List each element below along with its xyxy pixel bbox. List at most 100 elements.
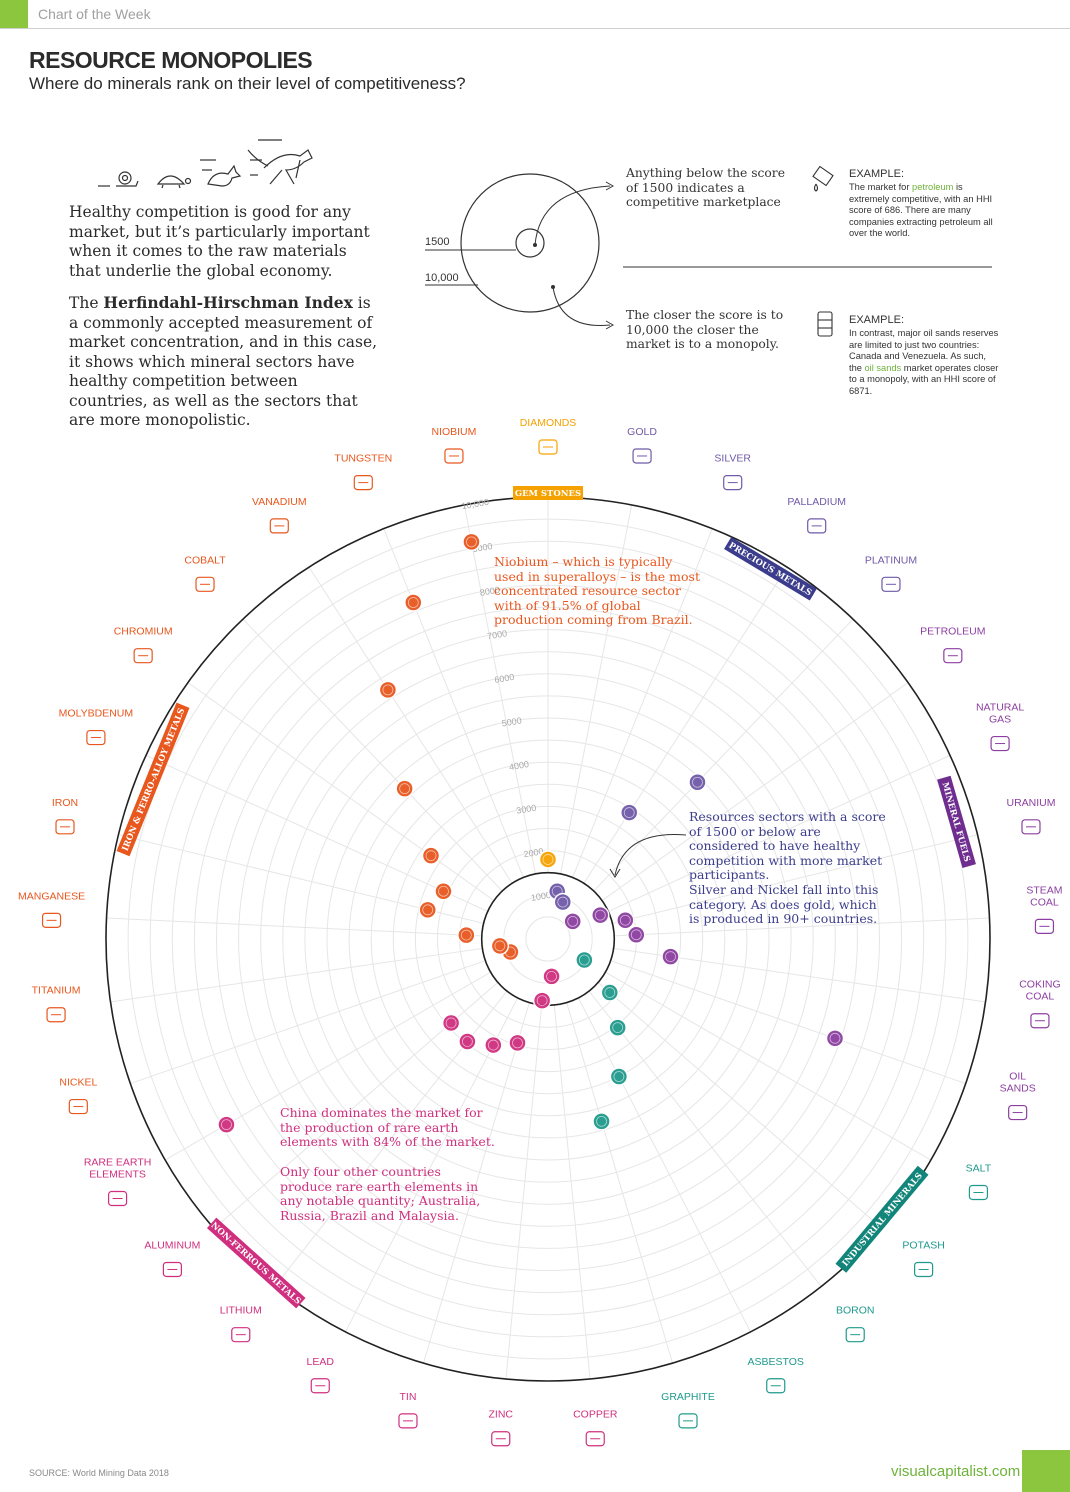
data-point bbox=[484, 1035, 503, 1055]
rabbit-icon bbox=[200, 159, 242, 187]
data-point bbox=[542, 967, 561, 986]
sector-banner-bg bbox=[116, 702, 190, 857]
grid-spoke bbox=[242, 618, 503, 892]
data-point-ring bbox=[557, 896, 569, 908]
data-point-ring bbox=[567, 916, 579, 927]
example-1-highlight: petroleum bbox=[912, 182, 954, 192]
category-label: ALUMINUM bbox=[144, 1239, 200, 1251]
sector-banner-label: PRECIOUS METALS bbox=[727, 541, 814, 599]
data-point bbox=[421, 846, 441, 865]
data-point-ring bbox=[546, 970, 557, 982]
intro-paragraph-2: The Herfindahl-Hirschman Index is a comm… bbox=[69, 293, 381, 431]
category-label: BORON bbox=[836, 1305, 875, 1317]
category-label: COBALT bbox=[184, 554, 226, 566]
legend-1500-label: 1500 bbox=[425, 236, 449, 248]
example-1-post: is extremely competitive, with an HHI sc… bbox=[849, 182, 993, 238]
category-label: RARE EARTH bbox=[84, 1157, 152, 1169]
grid-spoke bbox=[308, 566, 513, 884]
sector-banner: INDUSTRIAL MINERALS bbox=[835, 1165, 929, 1273]
mineral-icon bbox=[943, 648, 963, 664]
category-label: TIN bbox=[400, 1391, 417, 1403]
source-note: SOURCE: World Mining Data 2018 bbox=[29, 1468, 169, 1478]
data-point-ring bbox=[542, 854, 554, 865]
data-point-ring bbox=[578, 954, 590, 966]
sector-banner-label: INDUSTRIAL MINERALS bbox=[841, 1171, 925, 1269]
sector-banner-label: IRON & FERRO-ALLOY METALS bbox=[121, 707, 188, 853]
data-point bbox=[609, 1067, 629, 1086]
category-label: PLATINUM bbox=[865, 554, 917, 566]
example-2-body: In contrast, major oil sands reserves ar… bbox=[849, 328, 1001, 397]
category-label: SALT bbox=[966, 1163, 992, 1175]
data-point bbox=[418, 900, 437, 920]
radial-tick-label: 1000 bbox=[530, 890, 551, 903]
data-point-ring bbox=[619, 914, 631, 926]
data-point bbox=[508, 1033, 527, 1053]
page-title: RESOURCE MONOPOLIES bbox=[29, 47, 313, 73]
mineral-icon bbox=[231, 1327, 251, 1343]
category-label: PETROLEUM bbox=[920, 626, 985, 638]
oil-sands-example-icon bbox=[817, 311, 833, 337]
category-label: VANADIUM bbox=[252, 496, 307, 508]
grid-spoke bbox=[553, 1004, 591, 1380]
data-point bbox=[688, 773, 707, 792]
data-point-ring bbox=[221, 1119, 232, 1131]
data-point-ring bbox=[692, 776, 703, 788]
category-label: SILVER bbox=[714, 453, 751, 465]
mineral-icon bbox=[632, 448, 652, 464]
data-point-ring bbox=[438, 885, 449, 897]
legend-note-bottom: The closer the score is to 10,000 the cl… bbox=[626, 308, 784, 352]
data-point bbox=[553, 892, 573, 912]
mineral-icon bbox=[968, 1184, 989, 1201]
mineral-icon bbox=[766, 1378, 786, 1394]
example-2-head: EXAMPLE: bbox=[849, 314, 905, 326]
scale-legend: 1500 10,000 bbox=[425, 165, 992, 337]
mineral-icon bbox=[538, 439, 558, 455]
data-point bbox=[217, 1115, 236, 1134]
data-point bbox=[395, 779, 414, 798]
radial-tick-label: 10,000 bbox=[461, 497, 490, 511]
example-1-head: EXAMPLE: bbox=[849, 168, 905, 180]
category-label: MOLYBDENUM bbox=[59, 708, 133, 720]
grid-spoke bbox=[110, 947, 483, 1003]
grid-spoke bbox=[572, 528, 713, 878]
category-label: POTASH bbox=[902, 1239, 944, 1251]
grid-spoke bbox=[588, 990, 822, 1287]
category-label: COKING bbox=[1019, 979, 1060, 991]
healthy-zone-arrow bbox=[614, 834, 687, 876]
data-point-ring bbox=[594, 909, 606, 921]
category-label: LEAD bbox=[307, 1356, 335, 1368]
grid-spoke bbox=[583, 566, 788, 884]
category-label: LITHIUM bbox=[220, 1305, 262, 1317]
data-point-ring bbox=[382, 684, 394, 696]
data-point bbox=[434, 882, 453, 901]
mineral-icon bbox=[723, 475, 743, 491]
category-label: COPPER bbox=[573, 1409, 618, 1421]
mineral-icon bbox=[845, 1327, 865, 1343]
mineral-icon bbox=[162, 1261, 182, 1278]
radial-chart: 10002000300040005000600070008000900010,0… bbox=[18, 417, 1063, 1447]
grid-spoke bbox=[187, 682, 495, 901]
grid-spoke bbox=[614, 917, 990, 937]
mineral-icon bbox=[107, 1190, 128, 1207]
category-label: ZINC bbox=[489, 1409, 514, 1421]
mineral-icon bbox=[1021, 819, 1041, 835]
data-point bbox=[462, 532, 481, 552]
intro-p2-pre: The bbox=[69, 294, 104, 312]
data-point bbox=[441, 1013, 461, 1033]
sector-banner: GEM STONES bbox=[513, 486, 583, 500]
grid-spoke bbox=[383, 528, 524, 878]
example-2-post: market operates closer to a monopoly, wi… bbox=[849, 362, 999, 396]
data-point bbox=[591, 905, 610, 925]
category-label: GOLD bbox=[627, 426, 657, 438]
sector-banner-bg bbox=[513, 486, 583, 500]
mineral-icon bbox=[1034, 918, 1055, 934]
healthy-annotation-1: Resources sectors with a score of 1500 o… bbox=[689, 809, 886, 883]
data-point bbox=[608, 1018, 627, 1037]
mineral-icon bbox=[491, 1431, 511, 1447]
data-point-ring bbox=[460, 929, 472, 941]
radial-tick-label: 4000 bbox=[508, 759, 529, 772]
category-label: GRAPHITE bbox=[661, 1391, 715, 1403]
mineral-icon bbox=[41, 912, 62, 928]
data-point-ring bbox=[445, 1017, 457, 1029]
